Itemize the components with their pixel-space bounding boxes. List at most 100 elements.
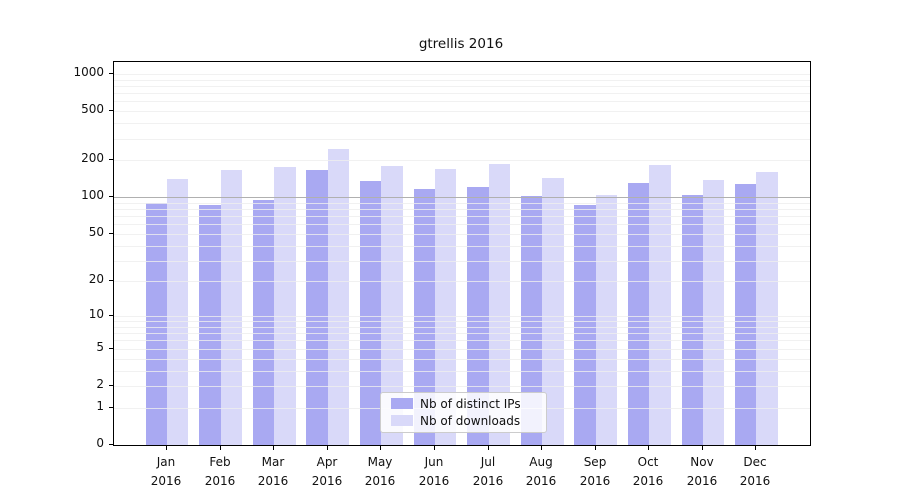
- gridline-500: [114, 111, 810, 112]
- y-tick-label-2: 2: [96, 377, 104, 391]
- bar-distinct-ips-may: [359, 181, 382, 445]
- gridline-90: [114, 203, 810, 204]
- bar-downloads-dec: [756, 171, 778, 445]
- x-tick-mark-apr: [327, 445, 328, 450]
- x-tick-mark-feb: [220, 445, 221, 450]
- bar-downloads-sep: [595, 194, 618, 445]
- y-tick-label-1000: 1000: [73, 64, 104, 79]
- gridline-600: [114, 101, 810, 102]
- legend-entry-distinct-ips: Nb of distinct IPs: [391, 397, 536, 411]
- bar-downloads-aug: [542, 178, 564, 445]
- x-tick-label-sep: Sep 2016: [579, 455, 611, 488]
- gridline-60: [114, 224, 810, 225]
- gridline-1000: [114, 74, 810, 75]
- y-tick-label-500: 500: [81, 102, 104, 117]
- gridline-2: [114, 386, 810, 387]
- bar-distinct-ips-sep: [574, 204, 596, 445]
- gridline-80: [114, 209, 810, 210]
- y-tick-mark-200: [109, 159, 113, 160]
- x-tick-mark-aug: [541, 445, 542, 450]
- gridline-4: [114, 359, 810, 360]
- y-tick-mark-10: [109, 315, 113, 316]
- y-tick-mark-0: [109, 444, 113, 445]
- x-tick-mark-jun: [434, 445, 435, 450]
- y-tick-mark-500: [109, 110, 113, 111]
- legend-swatch-distinct-ips: [391, 398, 413, 409]
- gridline-3: [114, 371, 810, 372]
- x-tick-label-may: May 2016: [364, 455, 396, 488]
- bar-downloads-may: [381, 165, 403, 445]
- gridline-8: [114, 327, 810, 328]
- gridline-900: [114, 80, 810, 81]
- bar-downloads-apr: [327, 149, 350, 445]
- bar-downloads-mar: [274, 166, 296, 445]
- bar-distinct-ips-aug: [520, 196, 543, 445]
- x-tick-mark-jul: [488, 445, 489, 450]
- gridline-40: [114, 246, 810, 247]
- bar-downloads-feb: [220, 170, 242, 445]
- gridline-10: [114, 316, 810, 317]
- legend-swatch-downloads: [391, 415, 413, 426]
- y-tick-label-1: 1: [96, 398, 104, 413]
- x-tick-mark-oct: [648, 445, 649, 450]
- gridline-30: [114, 261, 810, 262]
- plot-area: [113, 61, 811, 446]
- legend-label-distinct-ips: Nb of distinct IPs: [420, 396, 521, 411]
- gridline-emphasis-100: [114, 197, 810, 198]
- gridline-300: [114, 139, 810, 140]
- legend-entry-downloads: Nb of downloads: [391, 414, 536, 428]
- x-tick-label-jan: Jan 2016: [150, 455, 182, 488]
- y-tick-mark-100: [109, 196, 113, 197]
- gridline-800: [114, 86, 810, 87]
- x-tick-label-mar: Mar 2016: [257, 455, 289, 488]
- bar-distinct-ips-dec: [735, 183, 757, 445]
- bar-distinct-ips-apr: [306, 170, 328, 445]
- bar-distinct-ips-jan: [145, 202, 167, 445]
- legend-label-downloads: Nb of downloads: [420, 413, 521, 428]
- x-tick-label-nov: Nov 2016: [686, 455, 718, 488]
- y-tick-mark-5: [109, 348, 113, 349]
- y-tick-mark-20: [109, 280, 113, 281]
- gridline-9: [114, 321, 810, 322]
- x-tick-mark-sep: [595, 445, 596, 450]
- y-tick-mark-50: [109, 233, 113, 234]
- y-tick-label-50: 50: [88, 224, 104, 239]
- gridline-200: [114, 160, 810, 161]
- bar-downloads-jun: [434, 168, 457, 445]
- y-tick-label-0: 0: [96, 436, 104, 450]
- x-tick-label-feb: Feb 2016: [204, 455, 236, 488]
- bar-downloads-jan: [167, 179, 189, 445]
- x-tick-label-apr: Apr 2016: [311, 455, 343, 488]
- gridline-5: [114, 349, 810, 350]
- gridline-400: [114, 123, 810, 124]
- x-tick-label-jun: Jun 2016: [418, 455, 450, 488]
- x-tick-label-jul: Jul 2016: [472, 455, 504, 488]
- x-tick-label-aug: Aug 2016: [525, 455, 557, 488]
- x-tick-mark-dec: [755, 445, 756, 450]
- y-tick-label-20: 20: [88, 272, 104, 287]
- bar-downloads-oct: [649, 165, 671, 445]
- y-tick-mark-1: [109, 407, 113, 408]
- chart-title: gtrellis 2016: [418, 36, 504, 52]
- x-tick-mark-nov: [702, 445, 703, 450]
- gridline-6: [114, 340, 810, 341]
- gridline-700: [114, 93, 810, 94]
- bar-distinct-ips-nov: [681, 195, 703, 445]
- y-tick-mark-2: [109, 385, 113, 386]
- x-tick-label-oct: Oct 2016: [632, 455, 664, 488]
- bar-distinct-ips-feb: [199, 205, 221, 445]
- gridline-7: [114, 333, 810, 334]
- y-tick-label-200: 200: [81, 151, 104, 166]
- bar-downloads-nov: [702, 180, 725, 445]
- bar-distinct-ips-jul: [467, 186, 489, 445]
- y-tick-label-100: 100: [81, 188, 104, 203]
- y-tick-mark-1000: [109, 73, 113, 74]
- bar-distinct-ips-oct: [627, 183, 650, 445]
- gridline-20: [114, 281, 810, 282]
- y-tick-label-5: 5: [96, 339, 104, 354]
- gridline-70: [114, 216, 810, 217]
- y-tick-label-10: 10: [88, 307, 104, 322]
- x-tick-mark-mar: [273, 445, 274, 450]
- legend: Nb of distinct IPs Nb of downloads: [380, 392, 547, 433]
